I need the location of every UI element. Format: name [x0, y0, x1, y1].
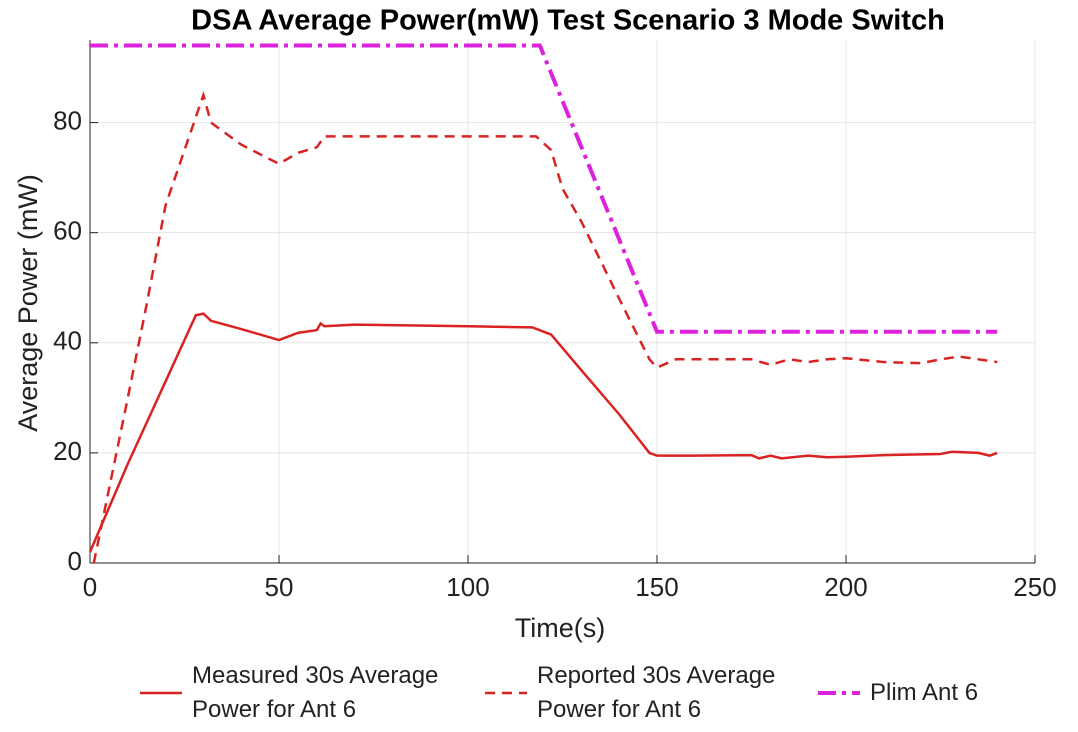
x-tick-label: 250	[1013, 572, 1056, 602]
legend-label: Plim Ant 6	[870, 679, 979, 706]
y-axis-label: Average Power (mW)	[13, 174, 43, 432]
y-tick-label: 40	[53, 326, 82, 356]
x-tick-label: 150	[635, 572, 678, 602]
y-tick-label: 60	[53, 216, 82, 246]
chart-title: DSA Average Power(mW) Test Scenario 3 Mo…	[191, 5, 945, 37]
series-line	[90, 43, 998, 334]
series-line	[92, 90, 998, 564]
legend-label: Measured 30s Average Power for Ant 6	[192, 662, 439, 723]
x-tick-label: 100	[446, 572, 489, 602]
series-line	[88, 312, 998, 553]
x-tick-label: 50	[265, 572, 294, 602]
x-tick-label: 200	[824, 572, 867, 602]
legend-label: Reported 30s Average Power for Ant 6	[537, 662, 776, 723]
y-tick-label: 20	[53, 436, 82, 466]
x-axis-label: Time(s)	[515, 613, 605, 643]
x-tick-label: 0	[83, 572, 97, 602]
y-tick-label: 80	[53, 105, 82, 135]
y-tick-label: 0	[68, 546, 82, 576]
